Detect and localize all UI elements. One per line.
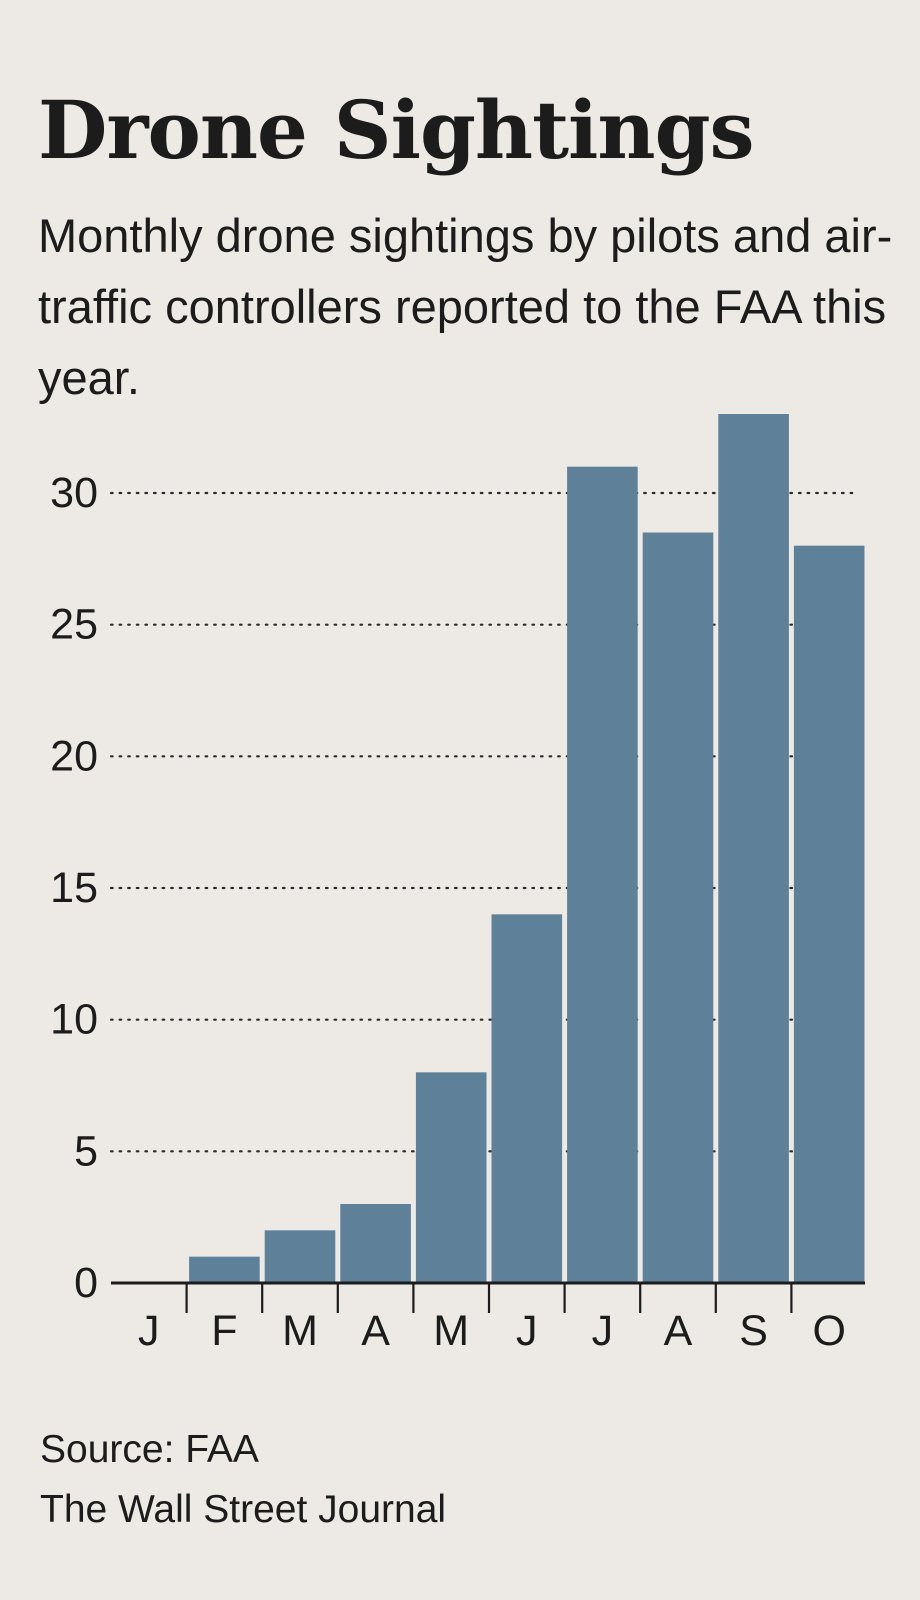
x-tick-label: A (664, 1307, 693, 1355)
x-tick-label: O (812, 1307, 845, 1355)
bar-9 (793, 545, 865, 1283)
source-line: Source: FAA (40, 1428, 259, 1471)
y-tick-label: 10 (50, 996, 98, 1044)
y-axis-ticks: 0 5 10 15 20 25 30 (50, 469, 98, 1307)
x-tick-label: M (433, 1307, 469, 1355)
x-tick-label: J (138, 1307, 160, 1355)
publisher-line: The Wall Street Journal (40, 1488, 447, 1531)
x-tick-label: J (516, 1307, 538, 1355)
x-tick-label: M (282, 1307, 318, 1355)
bar-5 (491, 914, 563, 1283)
bars (189, 414, 865, 1284)
x-axis (111, 1281, 865, 1313)
chart-title: Drone Sightings (38, 83, 755, 177)
bar-1 (189, 1256, 260, 1283)
bar-2 (264, 1230, 336, 1283)
bar-7 (642, 532, 714, 1283)
chart-subtitle: Monthly drone sightings by pilots and ai… (38, 209, 893, 404)
y-tick-label: 0 (74, 1259, 98, 1307)
x-tick-label: A (361, 1307, 390, 1355)
bar-8 (718, 414, 789, 1283)
y-tick-label: 15 (50, 864, 98, 912)
bar-6 (567, 466, 638, 1284)
y-tick-label: 25 (50, 601, 98, 649)
x-tick-label: S (739, 1307, 768, 1355)
x-tick-label: J (592, 1307, 614, 1355)
x-tick-label: F (211, 1307, 237, 1355)
y-tick-label: 5 (74, 1127, 98, 1175)
bar-4 (415, 1072, 487, 1283)
bar-3 (340, 1204, 411, 1283)
source-note: Source: FAA The Wall Street Journal (40, 1420, 446, 1540)
y-tick-label: 30 (50, 469, 98, 517)
y-tick-label: 20 (50, 732, 98, 780)
